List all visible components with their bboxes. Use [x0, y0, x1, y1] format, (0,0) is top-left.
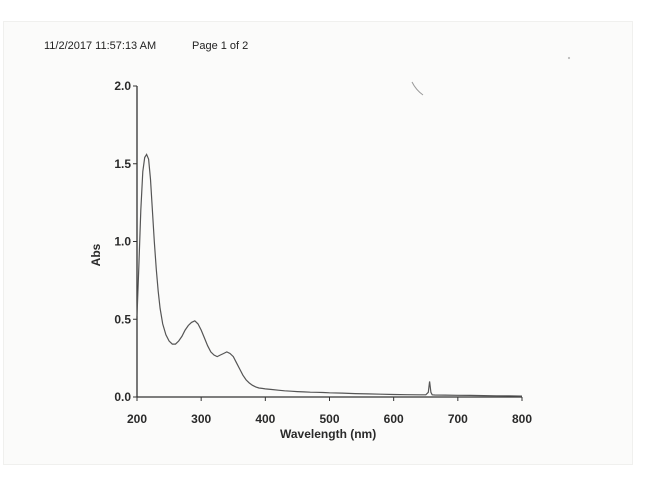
y-axis-label: Abs	[89, 243, 103, 266]
x-axis-label: Wavelength (nm)	[280, 427, 376, 441]
y-tick-label: 0.5	[114, 312, 131, 326]
x-tick-label: 800	[512, 412, 532, 426]
absorbance-series-line	[136, 153, 523, 397]
x-tick-label: 500	[319, 412, 339, 426]
y-tick-label: 0.0	[114, 390, 131, 404]
y-tick-label: 1.5	[114, 157, 131, 171]
scan-speck	[567, 56, 571, 60]
y-axis-ticks: 0.0 0.5 1.0 1.5 2.0	[114, 79, 137, 404]
x-tick-label: 200	[127, 412, 147, 426]
chart-axes	[136, 86, 522, 398]
page-number: Page 1 of 2	[192, 40, 249, 52]
x-axis-ticks: 200 300 400 500 600 700 800	[127, 397, 532, 426]
x-tick-label: 700	[448, 412, 468, 426]
x-tick-label: 300	[191, 412, 211, 426]
x-tick-label: 600	[384, 412, 404, 426]
scan-mark	[411, 81, 424, 96]
series-group	[136, 153, 523, 397]
paper-sheet	[4, 22, 632, 464]
x-tick-label: 400	[255, 412, 275, 426]
y-tick-label: 1.0	[114, 235, 131, 249]
print-timestamp: 11/2/2017 11:57:13 AM	[44, 40, 157, 52]
y-tick-label: 2.0	[114, 79, 131, 93]
